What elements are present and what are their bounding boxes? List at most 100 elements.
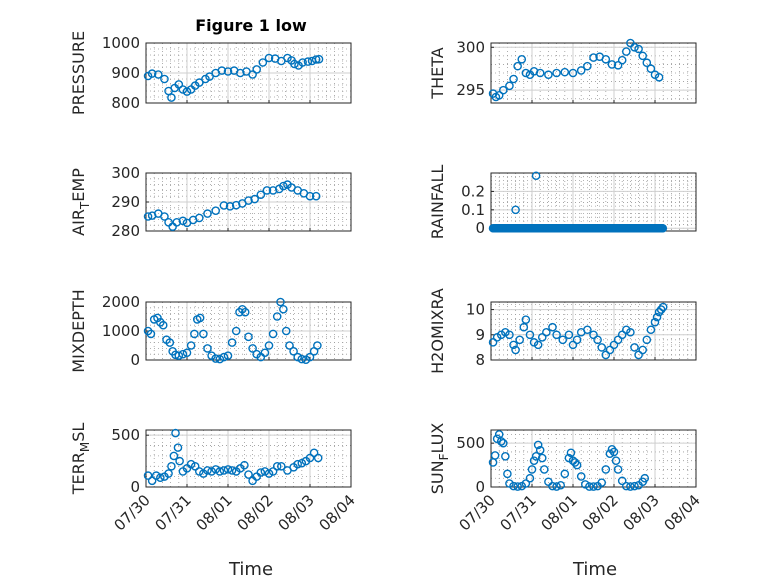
x-tick-label: 07/31 [497,491,540,534]
data-point [293,352,303,362]
y-axis-label: RAINFALL [428,165,447,240]
y-tick-label: 280 [111,222,140,240]
data-point [589,482,598,491]
data-point [156,473,165,482]
axes-frame [145,429,352,488]
data-point [268,467,278,476]
data-point [264,469,274,478]
x-tick-label: 07/30 [111,491,154,534]
data-point [646,325,656,335]
data-point [544,477,553,487]
data-point [560,469,570,479]
data-point [552,68,561,78]
data-point [511,345,520,355]
data-point [171,428,180,438]
data-point [548,322,557,332]
data-point [568,68,578,78]
data-point [258,58,268,67]
data-point [225,202,235,211]
data-point [568,340,578,350]
data-point [164,217,173,227]
data-point [227,338,237,347]
data-point [509,481,518,491]
y-tick-label: 300 [111,164,140,182]
data-point [167,93,176,102]
data-point [279,181,288,191]
data-point [174,351,184,360]
subplot-6: 8 9 10 H2OMIXRA [428,288,697,374]
y-tick-label: 0 [475,219,485,237]
x-tick-label: 07/31 [152,491,195,534]
data-point [311,55,321,64]
data-point [203,209,212,218]
data-point [164,469,173,478]
y-tick-label: 1000 [102,34,140,52]
data-point [566,448,576,458]
subplot-4: 00.10.2 RAINFALL [428,165,697,240]
data-point [219,201,229,210]
data-point [223,67,233,76]
data-point [630,481,639,491]
data-point [190,329,199,339]
y-tick-label: 900 [111,64,140,82]
data-point [293,459,303,469]
data-point [521,315,531,324]
data-point [178,349,188,359]
data-point [195,313,205,323]
data-point [646,64,656,74]
data-point [560,67,570,77]
data-point [215,467,225,476]
data-point [264,341,274,350]
data-point [244,332,253,342]
data-point [511,205,520,215]
data-point [313,453,323,463]
data-point [558,335,568,345]
data-point [211,465,220,474]
data-point [517,54,527,64]
data-point [583,325,592,335]
data-point [605,449,615,458]
data-point [235,68,245,78]
subplot-2: 295 300 THETA [428,38,697,104]
x-tick-label: 07/30 [456,491,499,534]
data-point [613,60,623,70]
data-point [617,330,627,340]
data-point [581,480,590,489]
data-point [609,340,619,350]
data-point [572,460,582,470]
y-tick-label: 800 [111,94,140,112]
data-point [240,307,250,317]
data-point [285,341,294,350]
data-point [622,47,631,56]
data-point [227,466,237,475]
data-point [607,60,617,69]
data-point [490,451,500,460]
data-point [314,54,324,64]
data-point [658,302,668,312]
x-tick-label: 08/03 [620,491,663,534]
data-point [597,343,607,352]
data-point [244,196,253,205]
data-point [194,467,204,476]
data-point [203,466,212,475]
data-point [289,346,298,356]
data-point [630,42,639,52]
data-point [585,482,594,491]
data-point [544,70,553,80]
data-point [589,330,598,340]
data-point [272,461,282,471]
subplot-3: 280 290 300 AIRTEMP [69,164,352,240]
axes-frame [490,42,697,104]
data-point [654,72,664,82]
data-point [305,352,315,362]
data-point [642,58,652,68]
data-point [217,66,227,75]
data-point [613,335,623,345]
x-axis-label-left: Time [228,559,273,580]
data-point [158,320,168,330]
data-point [656,305,666,314]
data-point [248,344,257,353]
data-point [509,74,518,84]
axes-frame [490,301,697,361]
subplot-5: 0 1000 2000 MIXDEPTH [69,289,352,373]
